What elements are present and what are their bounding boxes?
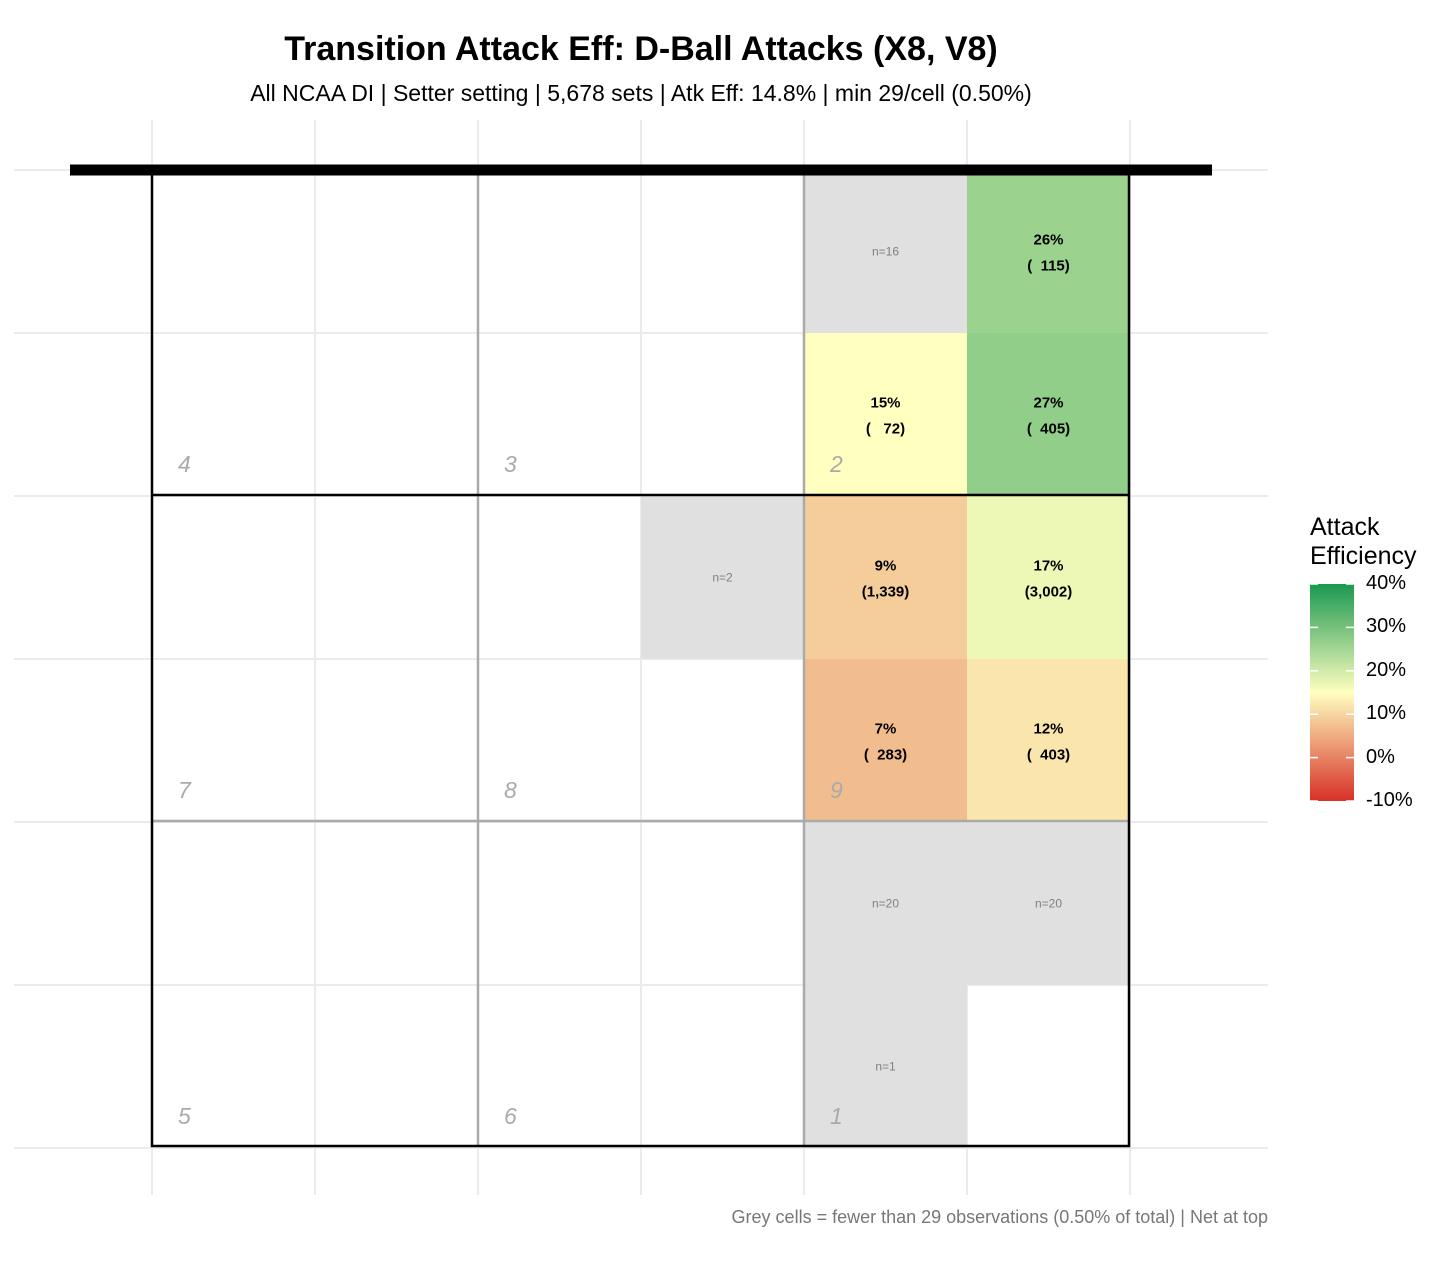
cell-count-label: (1,339) bbox=[862, 584, 910, 601]
legend-tick-label: 30% bbox=[1366, 615, 1407, 638]
cell-n-label: n=1 bbox=[875, 1060, 896, 1074]
zone-label: 9 bbox=[830, 777, 843, 803]
cell-efficiency-label: 9% bbox=[875, 558, 897, 575]
zone-label: 7 bbox=[178, 777, 192, 803]
cell-n-label: n=2 bbox=[712, 571, 733, 585]
heat-cell bbox=[804, 333, 967, 496]
grey-cell bbox=[804, 170, 967, 333]
legend-tick-label: 0% bbox=[1366, 745, 1395, 768]
zone-label: 2 bbox=[829, 451, 843, 477]
cell-count-label: (3,002) bbox=[1025, 584, 1073, 601]
zone-label: 5 bbox=[178, 1103, 191, 1129]
cell-n-label: n=16 bbox=[872, 245, 899, 259]
chart-title: Transition Attack Eff: D-Ball Attacks (X… bbox=[284, 30, 998, 68]
cell-n-label: n=20 bbox=[1035, 897, 1062, 911]
cell-efficiency-label: 15% bbox=[870, 395, 900, 412]
legend-tick-label: 40% bbox=[1366, 572, 1407, 594]
heat-cell bbox=[967, 659, 1130, 822]
cell-n-label: n=20 bbox=[872, 897, 899, 911]
heat-cell bbox=[967, 496, 1130, 659]
cell-efficiency-label: 17% bbox=[1033, 558, 1063, 575]
cell-efficiency-label: 27% bbox=[1033, 395, 1063, 412]
grey-cell bbox=[967, 822, 1130, 985]
zone-label: 3 bbox=[504, 451, 517, 477]
chart-subtitle: All NCAA DI | Setter setting | 5,678 set… bbox=[250, 80, 1032, 106]
zone-label: 6 bbox=[504, 1103, 517, 1129]
grey-cell bbox=[804, 985, 967, 1148]
heat-cell bbox=[967, 333, 1130, 496]
grey-cell bbox=[641, 496, 804, 659]
cell-count-label: ( 405) bbox=[1027, 421, 1070, 438]
chart-caption: Grey cells = fewer than 29 observations … bbox=[731, 1207, 1268, 1227]
cell-count-label: ( 403) bbox=[1027, 747, 1070, 764]
grey-cell bbox=[804, 822, 967, 985]
cell-efficiency-label: 26% bbox=[1033, 232, 1063, 249]
legend-tick-label: 10% bbox=[1366, 702, 1407, 725]
zone-label: 1 bbox=[830, 1103, 843, 1129]
cell-count-label: ( 115) bbox=[1027, 258, 1070, 275]
cell-efficiency-label: 7% bbox=[875, 721, 897, 738]
cell-count-label: ( 72) bbox=[866, 421, 905, 438]
cell-count-label: ( 283) bbox=[864, 747, 907, 764]
heat-cell bbox=[804, 659, 967, 822]
heat-cell bbox=[967, 170, 1130, 333]
legend-tick-label: -10% bbox=[1366, 789, 1413, 811]
legend-title: Attack Efficiency bbox=[1310, 513, 1417, 571]
heat-cell bbox=[804, 496, 967, 659]
legend-title-line1: Attack bbox=[1310, 513, 1380, 541]
legend-title-line2: Efficiency bbox=[1310, 542, 1417, 570]
zone-label: 4 bbox=[178, 451, 191, 477]
legend-colorbar bbox=[1310, 584, 1354, 801]
legend-tick-label: 20% bbox=[1366, 658, 1407, 681]
cell-efficiency-label: 12% bbox=[1033, 721, 1063, 738]
zone-label: 8 bbox=[504, 777, 517, 803]
